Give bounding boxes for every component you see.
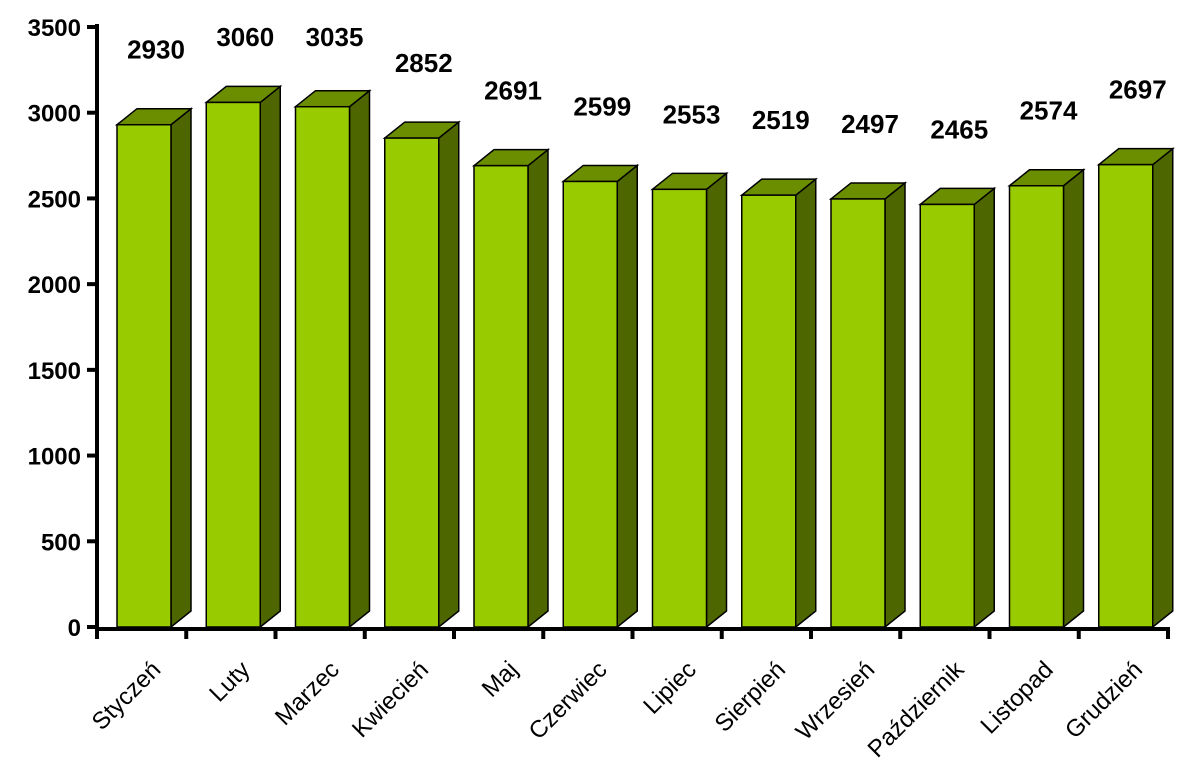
bar-front-face — [741, 194, 797, 628]
bar-side-face — [884, 181, 906, 629]
bar-front-face — [116, 123, 172, 628]
data-label: 2930 — [127, 35, 185, 65]
bar-front-face — [830, 198, 886, 628]
category-label: Kwiecień — [347, 656, 434, 743]
bar-front-face — [294, 105, 351, 628]
bar-front-face — [651, 188, 708, 628]
bar-side-face — [170, 107, 192, 629]
bar-side-face — [705, 171, 728, 629]
bar-front-face — [205, 101, 261, 628]
category-label: Wrzesień — [791, 656, 881, 746]
data-label: 2697 — [1109, 75, 1167, 105]
bar-10 — [918, 186, 997, 629]
y-tick-label: 3000 — [28, 101, 81, 128]
category-label: Grudzień — [1060, 656, 1148, 744]
bar-side-face — [527, 148, 549, 629]
bar-9 — [828, 181, 908, 629]
bar-front-face — [919, 203, 975, 628]
data-label: 3035 — [306, 22, 364, 52]
category-label: Czerwiec — [524, 656, 613, 745]
bar-12 — [1096, 147, 1175, 629]
data-label: 2553 — [663, 99, 721, 129]
category-label: Marzec — [270, 656, 345, 731]
data-label: 3060 — [216, 22, 274, 52]
bar-side-face — [1152, 147, 1174, 629]
y-tick-label: 1500 — [28, 358, 81, 385]
bars-layer — [114, 84, 1175, 629]
bar-side-face — [438, 120, 460, 629]
data-label: 2519 — [752, 105, 810, 135]
category-label: Październik — [863, 655, 971, 763]
bar-front-face — [1008, 184, 1065, 628]
bar-side-face — [973, 186, 995, 629]
data-label: 2497 — [841, 109, 899, 139]
bar-side-face — [616, 163, 638, 629]
category-label: Lipiec — [638, 656, 701, 719]
data-label: 2574 — [1020, 96, 1078, 126]
bar-7 — [650, 171, 729, 629]
y-tick-label: 2500 — [28, 186, 81, 213]
bar-2 — [204, 84, 283, 629]
category-label: Sierpień — [710, 656, 791, 737]
bar-side-face — [348, 89, 371, 629]
bar-8 — [739, 177, 818, 629]
category-label: Maj — [477, 656, 523, 702]
data-label: 2852 — [395, 48, 453, 78]
bar-1 — [114, 107, 194, 629]
bar-front-face — [473, 164, 529, 628]
bar-front-face — [1098, 163, 1154, 628]
y-tick-label: 1000 — [28, 444, 81, 471]
category-label: Luty — [204, 656, 255, 707]
bar-5 — [471, 148, 551, 629]
y-tick-label: 0 — [68, 615, 81, 642]
bar-6 — [561, 163, 640, 629]
bar-front-face — [384, 137, 440, 628]
data-label: 2465 — [930, 114, 988, 144]
y-tick-label: 2000 — [28, 272, 81, 299]
bar-front-face — [562, 180, 618, 628]
y-tick-label: 500 — [41, 529, 81, 556]
bar-side-face — [1062, 168, 1085, 629]
y-tick-label: 3500 — [28, 15, 81, 42]
bar-side-face — [795, 177, 817, 629]
bar-3 — [293, 89, 372, 629]
bar-side-face — [259, 84, 281, 629]
category-label: Listopad — [975, 656, 1058, 739]
bar-11 — [1007, 168, 1086, 629]
bar-4 — [382, 120, 461, 629]
category-label: Styczeń — [87, 656, 166, 735]
data-label: 2691 — [484, 76, 542, 106]
axes-layer — [87, 24, 1170, 639]
data-label: 2599 — [573, 91, 631, 121]
